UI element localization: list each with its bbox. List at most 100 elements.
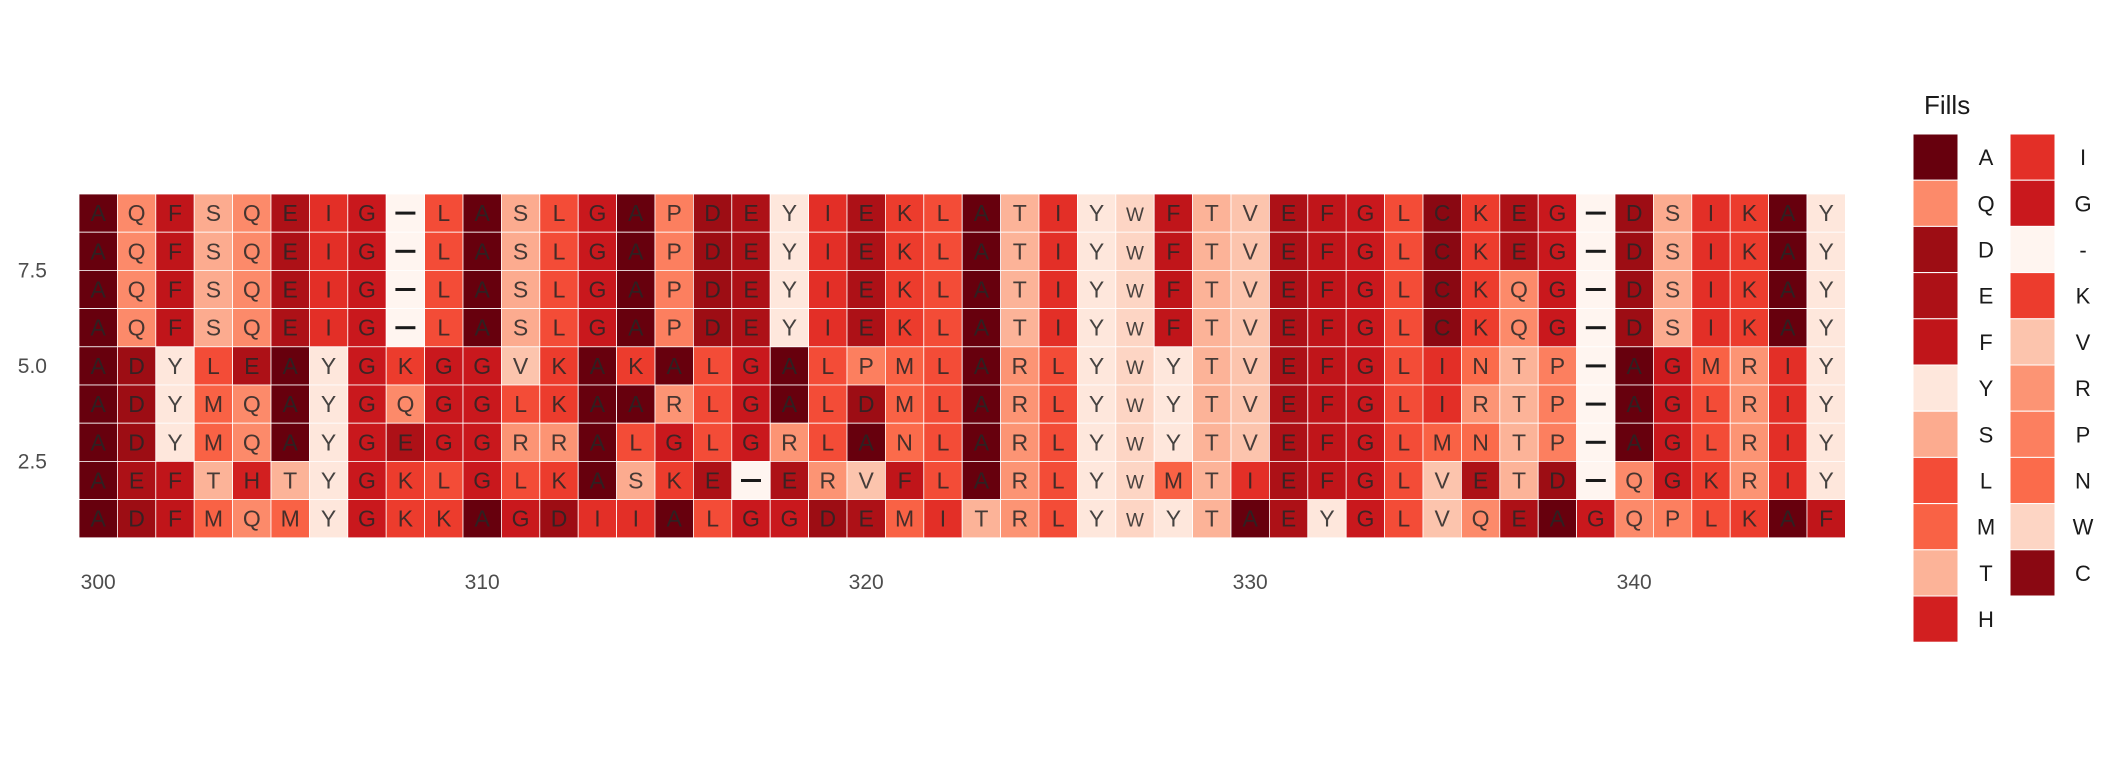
residue-letter: Q <box>243 391 261 417</box>
residue-letter: A <box>91 429 107 455</box>
residue-letter: P <box>667 200 682 226</box>
heatmap-cell <box>1614 308 1654 348</box>
residue-letter: A <box>475 277 491 303</box>
residue-letter: F <box>1166 315 1180 341</box>
gap-dash <box>1585 211 1606 215</box>
residue-letter: L <box>1052 468 1065 494</box>
heatmap-cell <box>846 231 886 271</box>
residue-letter: S <box>206 200 221 226</box>
residue-letter: G <box>1356 238 1374 264</box>
residue-letter: G <box>473 468 491 494</box>
residue-letter: G <box>1664 429 1682 455</box>
residue-letter: G <box>1664 468 1682 494</box>
heatmap-cell <box>424 231 464 271</box>
residue-letter: K <box>897 315 913 341</box>
residue-letter: W <box>1126 205 1144 226</box>
heatmap-cell <box>1345 269 1385 309</box>
residue-letter: I <box>825 200 831 226</box>
residue-letter: E <box>859 238 874 264</box>
residue-letter: T <box>1205 506 1219 532</box>
heatmap-cell <box>308 308 349 348</box>
residue-letter: A <box>667 353 683 379</box>
heatmap-cell <box>1691 231 1731 271</box>
residue-letter: Y <box>782 200 797 226</box>
heatmap-cell <box>1576 499 1616 539</box>
residue-letter: L <box>937 315 950 341</box>
residue-letter: A <box>590 468 606 494</box>
residue-letter: V <box>1243 238 1259 264</box>
heatmap-cell <box>347 308 387 348</box>
residue-letter: Q <box>1625 506 1643 532</box>
residue-letter: T <box>283 468 297 494</box>
y-tick-label: 5.0 <box>18 355 47 378</box>
residue-letter: A <box>974 200 990 226</box>
residue-letter: G <box>742 506 760 532</box>
residue-letter: A <box>782 353 798 379</box>
heatmap-cell <box>1422 384 1462 424</box>
residue-letter: A <box>974 238 990 264</box>
heatmap-cell <box>193 384 233 424</box>
heatmap-cell <box>808 269 848 309</box>
heatmap-cell <box>1269 231 1309 271</box>
residue-letter: L <box>821 429 834 455</box>
x-tick-label: 340 <box>1617 571 1652 594</box>
legend-key <box>2009 272 2056 320</box>
residue-letter: W <box>1126 320 1144 341</box>
residue-letter: N <box>1472 353 1489 379</box>
heatmap-cell <box>1614 460 1654 500</box>
heatmap-cell <box>769 193 810 233</box>
residue-letter: I <box>1708 200 1714 226</box>
heatmap-cell <box>1537 422 1577 462</box>
residue-letter: T <box>1205 391 1219 417</box>
heatmap-cell <box>1000 460 1040 500</box>
residue-letter: A <box>475 315 491 341</box>
residue-letter: I <box>1055 238 1061 264</box>
residue-letter: A <box>91 200 107 226</box>
heatmap-cell <box>500 346 541 386</box>
residue-letter: I <box>1708 238 1714 264</box>
residue-letter: L <box>1705 391 1718 417</box>
residue-letter: V <box>1243 200 1259 226</box>
residue-letter: T <box>1013 238 1027 264</box>
residue-letter: W <box>1126 511 1144 532</box>
residue-letter: W <box>1126 434 1144 455</box>
residue-letter: K <box>1473 277 1489 303</box>
residue-letter: G <box>1356 468 1374 494</box>
heatmap-cell <box>846 422 886 462</box>
residue-letter: L <box>937 238 950 264</box>
residue-letter: K <box>1742 315 1758 341</box>
residue-letter: L <box>437 238 450 264</box>
heatmap-cell <box>1153 231 1193 271</box>
heatmap-cell <box>1653 384 1693 424</box>
residue-letter: W <box>1126 282 1144 303</box>
residue-letter: C <box>1434 200 1451 226</box>
residue-letter: L <box>937 468 950 494</box>
residue-letter: A <box>91 277 107 303</box>
residue-letter: G <box>1356 200 1374 226</box>
residue-letter: D <box>1626 238 1643 264</box>
residue-letter: A <box>974 468 990 494</box>
residue-letter: T <box>1013 315 1027 341</box>
heatmap-cell <box>232 346 272 386</box>
heatmap-cell <box>385 384 426 424</box>
residue-letter: T <box>974 506 988 532</box>
residue-letter: A <box>283 353 299 379</box>
residue-letter: V <box>1243 277 1259 303</box>
residue-letter: E <box>859 315 874 341</box>
x-tick-label: 320 <box>849 571 884 594</box>
heatmap-cell <box>500 499 541 539</box>
heatmap-cell <box>885 422 925 462</box>
residue-letter: A <box>974 353 990 379</box>
residue-letter: E <box>743 200 758 226</box>
heatmap-cell <box>1537 269 1577 309</box>
heatmap-cell <box>1115 193 1155 233</box>
legend-key <box>2009 179 2056 227</box>
heatmap-cell <box>769 308 810 348</box>
residue-letter: F <box>898 468 912 494</box>
legend-key <box>2009 410 2056 458</box>
heatmap-cell <box>1768 308 1808 348</box>
residue-letter: S <box>513 277 528 303</box>
residue-letter: A <box>974 315 990 341</box>
heatmap-cell <box>385 346 426 386</box>
